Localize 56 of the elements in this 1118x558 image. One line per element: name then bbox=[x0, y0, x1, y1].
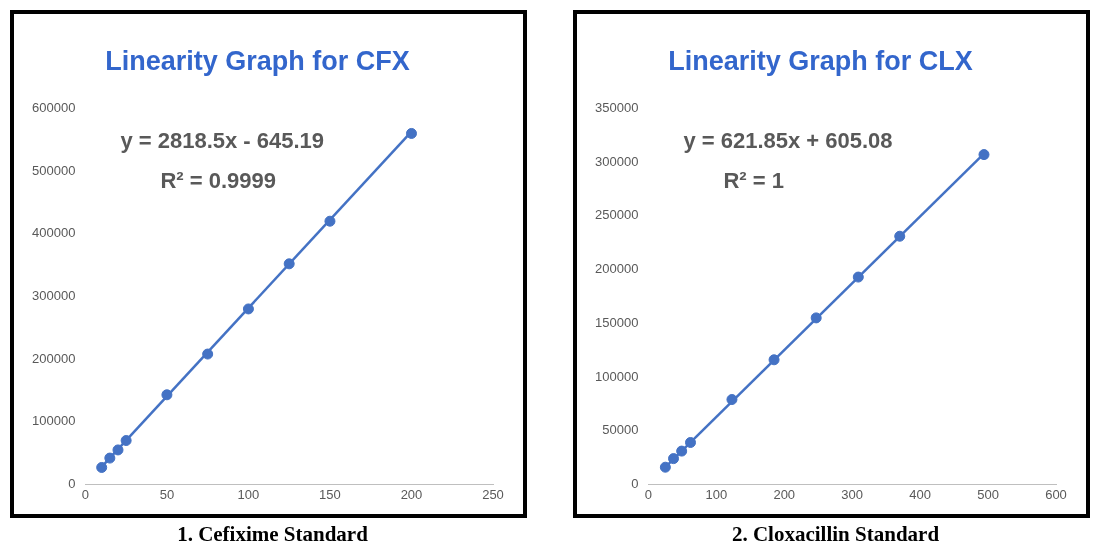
point bbox=[978, 149, 990, 161]
point bbox=[726, 394, 738, 406]
point bbox=[668, 453, 680, 465]
point bbox=[112, 444, 124, 456]
x-tick-label: 50 bbox=[159, 486, 175, 502]
chart-title: Linearity Graph for CLX bbox=[668, 45, 973, 76]
x-tick-label: 250 bbox=[482, 486, 504, 502]
point bbox=[202, 348, 214, 360]
point bbox=[242, 303, 254, 315]
x-tick-label: 150 bbox=[319, 486, 341, 502]
point bbox=[685, 437, 696, 448]
annotation: R² = 0.9999 bbox=[160, 168, 276, 194]
y-tick-label: 100000 bbox=[594, 368, 639, 384]
y-tick-label: 200000 bbox=[594, 261, 639, 277]
point bbox=[324, 215, 336, 227]
y-tick-label: 500000 bbox=[31, 162, 76, 178]
chart-title: Linearity Graph for CFX bbox=[105, 45, 410, 76]
x-tick-label: 100 bbox=[237, 486, 260, 502]
text: 2. Cloxacillin Standard bbox=[730, 522, 941, 547]
point bbox=[659, 461, 671, 473]
point bbox=[96, 461, 108, 473]
annotation: R² = 1 bbox=[723, 168, 784, 194]
point bbox=[104, 452, 116, 464]
x-tick-label: 0 bbox=[644, 486, 652, 502]
x-tick-label: 400 bbox=[909, 486, 931, 502]
point bbox=[283, 258, 295, 270]
point bbox=[852, 271, 864, 283]
point bbox=[894, 230, 906, 242]
x-tick-label: 200 bbox=[773, 486, 796, 502]
x-tick-label: 600 bbox=[1045, 486, 1067, 502]
point bbox=[120, 435, 132, 447]
y-tick-label: 300000 bbox=[594, 153, 639, 169]
y-tick-label: 150000 bbox=[594, 314, 639, 330]
x-tick-label: 200 bbox=[400, 486, 423, 502]
x-tick-label: 300 bbox=[841, 486, 864, 502]
x-tick-label: 0 bbox=[81, 486, 89, 502]
point bbox=[676, 445, 688, 457]
text: 1. Cefixime Standard bbox=[176, 522, 369, 547]
x-tick-label: 500 bbox=[977, 486, 999, 502]
y-tick-label: 250000 bbox=[594, 207, 639, 223]
x-tick-label: 100 bbox=[705, 486, 728, 502]
y-tick-label: 0 bbox=[631, 475, 639, 491]
point bbox=[405, 127, 417, 139]
y-tick-label: 600000 bbox=[31, 99, 76, 115]
y-tick-label: 100000 bbox=[31, 413, 76, 429]
point bbox=[810, 312, 822, 324]
y-tick-label: 400000 bbox=[31, 225, 76, 241]
y-tick-label: 200000 bbox=[31, 350, 76, 366]
annotation: y = 2818.5x - 645.19 bbox=[120, 128, 325, 154]
y-tick-label: 50000 bbox=[602, 422, 639, 438]
annotation: y = 621.85x + 605.08 bbox=[683, 128, 893, 154]
point bbox=[768, 354, 780, 366]
point bbox=[161, 389, 173, 401]
y-tick-label: 300000 bbox=[31, 287, 76, 303]
y-tick-label: 350000 bbox=[594, 99, 639, 115]
y-tick-label: 0 bbox=[68, 475, 76, 491]
